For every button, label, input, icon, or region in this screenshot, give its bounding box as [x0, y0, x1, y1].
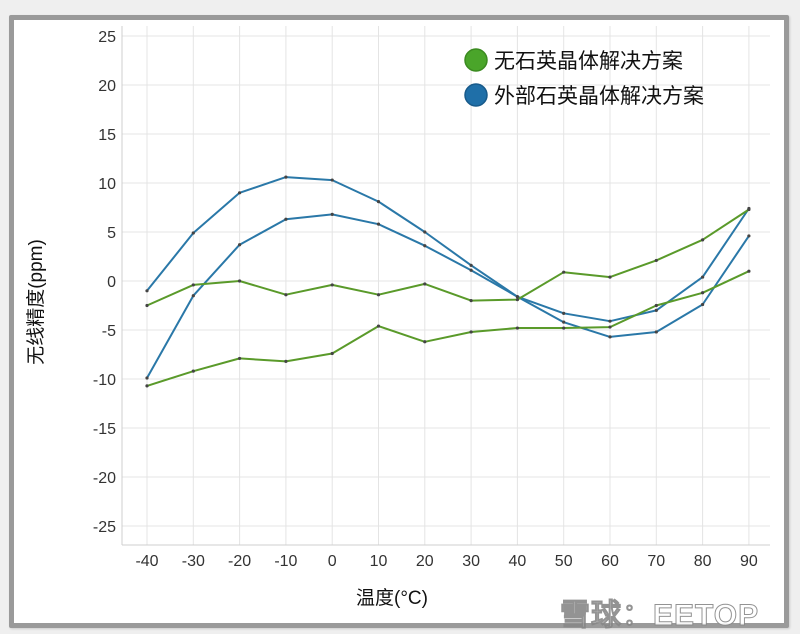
data-point	[608, 275, 612, 279]
x-tick-label: 20	[416, 553, 434, 570]
x-tick-label: 60	[601, 553, 619, 570]
data-point	[145, 289, 149, 293]
grid-lines	[121, 26, 770, 546]
legend-marker-green-icon	[464, 48, 488, 72]
series-line	[146, 208, 750, 307]
data-point	[654, 308, 658, 312]
data-point	[376, 222, 381, 226]
data-point	[330, 351, 334, 356]
data-point	[701, 275, 705, 279]
data-point	[562, 311, 566, 315]
data-point	[376, 293, 381, 297]
data-point	[654, 303, 658, 308]
x-tick-label: 10	[370, 553, 388, 570]
data-point	[654, 330, 658, 334]
x-axis-ticks: -40 -30 -20 -10 0 10 20 30 40 50 60 70 80 90	[135, 553, 757, 570]
y-axis-title: 无线精度(ppm)	[25, 239, 47, 365]
data-point	[330, 178, 334, 182]
x-axis-title: 温度(°C)	[356, 587, 428, 609]
legend-item-no-crystal[interactable]: 无石英晶体解决方案	[464, 48, 683, 73]
data-point	[284, 217, 288, 221]
data-point	[284, 293, 288, 297]
data-point	[423, 244, 427, 248]
series-line	[146, 176, 750, 323]
y-tick-label: -20	[93, 470, 116, 487]
data-point	[469, 330, 473, 334]
y-tick-label: 25	[98, 29, 116, 46]
data-point	[145, 376, 149, 380]
data-point	[562, 326, 566, 330]
data-point	[423, 230, 427, 234]
data-point	[515, 295, 520, 299]
watermark: 雪球：EETOP	[559, 599, 760, 633]
x-tick-label: 30	[462, 553, 480, 570]
legend-item-external-crystal[interactable]: 外部石英晶体解决方案	[464, 83, 704, 108]
data-point	[562, 270, 566, 274]
data-point	[191, 369, 195, 373]
data-point	[238, 191, 242, 195]
legend-label: 外部石英晶体解决方案	[494, 85, 704, 108]
x-tick-label: -30	[182, 553, 205, 570]
data-point	[701, 238, 705, 242]
data-point	[608, 325, 612, 329]
x-tick-label: 70	[647, 553, 665, 570]
y-tick-label: -15	[93, 421, 116, 438]
x-tick-label: -40	[135, 553, 158, 570]
data-point	[747, 269, 751, 273]
data-point	[469, 263, 473, 267]
data-point	[747, 234, 751, 238]
data-point	[238, 243, 242, 247]
y-tick-label: 10	[98, 176, 116, 193]
x-tick-label: 40	[509, 553, 527, 570]
data-point	[191, 231, 195, 235]
y-tick-label: -10	[93, 372, 116, 389]
x-tick-label: 80	[694, 553, 712, 570]
data-point	[284, 359, 288, 363]
data-point	[376, 324, 381, 328]
x-tick-label: 90	[740, 553, 758, 570]
data-point	[562, 320, 566, 324]
data-point	[191, 283, 195, 287]
y-tick-label: 5	[107, 225, 116, 242]
y-tick-label: 15	[98, 127, 116, 144]
data-point	[608, 319, 612, 323]
legend: 无石英晶体解决方案 外部石英晶体解决方案	[464, 48, 704, 108]
series-line	[146, 270, 750, 387]
series-line	[146, 213, 750, 379]
data-point	[469, 268, 473, 272]
data-point	[701, 302, 705, 307]
data-point	[515, 298, 520, 302]
data-point	[608, 335, 612, 339]
data-point	[330, 283, 334, 287]
x-tick-label: -10	[274, 553, 297, 570]
data-point	[376, 200, 381, 204]
legend-marker-blue-icon	[464, 83, 488, 107]
data-series	[145, 175, 751, 388]
data-point	[515, 326, 520, 330]
data-point	[145, 303, 149, 308]
data-point	[191, 294, 195, 298]
data-point	[284, 175, 288, 179]
data-point	[238, 356, 242, 361]
data-point	[747, 207, 751, 212]
y-axis-ticks: 25 20 15 10 5 0 -5 -10 -15 -20 -25	[93, 29, 116, 536]
y-tick-label: 20	[98, 78, 116, 95]
data-point	[701, 291, 705, 295]
data-point	[330, 212, 334, 216]
data-point	[469, 299, 473, 303]
y-tick-label: -5	[102, 323, 116, 340]
y-tick-label: -25	[93, 519, 116, 536]
data-point	[423, 282, 427, 286]
x-tick-label: 0	[328, 553, 337, 570]
data-point	[654, 258, 658, 263]
legend-label: 无石英晶体解决方案	[494, 50, 683, 73]
data-point	[423, 340, 427, 344]
x-tick-label: 50	[555, 553, 573, 570]
data-point	[145, 384, 149, 388]
x-tick-label: -20	[228, 553, 251, 570]
y-tick-label: 0	[107, 274, 116, 291]
data-point	[238, 279, 242, 283]
